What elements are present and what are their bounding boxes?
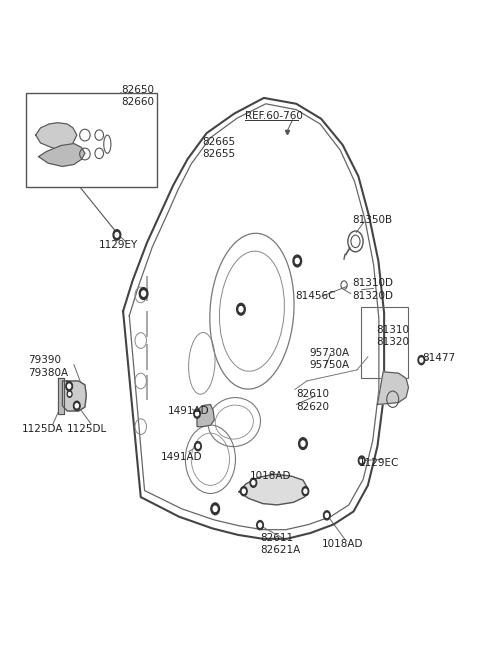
Circle shape [304, 489, 307, 493]
Circle shape [113, 230, 120, 240]
Circle shape [66, 382, 72, 391]
Polygon shape [62, 381, 86, 411]
Circle shape [259, 523, 262, 527]
Circle shape [68, 384, 71, 388]
Circle shape [250, 478, 257, 487]
Circle shape [324, 511, 330, 520]
Polygon shape [239, 474, 308, 505]
Text: REF.60-760: REF.60-760 [245, 111, 303, 121]
Circle shape [360, 458, 363, 462]
Text: 82611
82621A: 82611 82621A [260, 533, 300, 555]
Polygon shape [377, 372, 408, 404]
Circle shape [240, 487, 247, 496]
Bar [361, 307, 408, 378]
Text: 81310D
81320D: 81310D 81320D [352, 278, 393, 301]
Text: 82610
82620: 82610 82620 [296, 389, 329, 412]
Circle shape [359, 456, 365, 465]
Text: 95730A
95750A: 95730A 95750A [309, 348, 349, 370]
Text: 1018AD: 1018AD [322, 539, 363, 549]
Text: 81350B: 81350B [352, 215, 392, 225]
Text: 1491AD: 1491AD [161, 452, 203, 462]
Circle shape [69, 392, 71, 396]
Circle shape [67, 391, 72, 398]
Text: 81456C: 81456C [295, 291, 336, 301]
Circle shape [293, 255, 301, 267]
Circle shape [418, 356, 425, 365]
Polygon shape [197, 404, 214, 426]
Text: 82665
82655: 82665 82655 [202, 137, 235, 159]
Circle shape [299, 438, 307, 449]
Circle shape [196, 444, 200, 448]
Circle shape [73, 402, 80, 410]
Circle shape [195, 441, 201, 451]
Text: 1125DA: 1125DA [22, 424, 63, 434]
Circle shape [325, 514, 328, 517]
Text: 1129EC: 1129EC [359, 458, 399, 468]
Circle shape [237, 303, 245, 315]
Circle shape [195, 411, 199, 416]
Circle shape [295, 258, 299, 263]
Circle shape [194, 409, 200, 418]
Polygon shape [38, 143, 85, 166]
Text: 82650
82660: 82650 82660 [121, 84, 154, 107]
Circle shape [115, 233, 119, 237]
Text: 1491AD: 1491AD [168, 406, 209, 416]
Circle shape [242, 489, 245, 493]
Text: 79390
79380A: 79390 79380A [28, 356, 68, 378]
Circle shape [302, 487, 309, 496]
Circle shape [75, 403, 78, 408]
Circle shape [420, 358, 423, 362]
Circle shape [142, 291, 145, 296]
Polygon shape [58, 379, 64, 413]
Circle shape [213, 506, 217, 512]
Circle shape [252, 481, 255, 485]
Text: 1129EY: 1129EY [99, 240, 138, 250]
Text: 81477: 81477 [422, 353, 456, 363]
Circle shape [301, 441, 305, 446]
Bar [26, 93, 157, 187]
Text: 1125DL: 1125DL [67, 424, 108, 434]
Circle shape [139, 288, 148, 299]
Text: 81310
81320: 81310 81320 [376, 325, 409, 347]
Circle shape [257, 521, 264, 530]
Circle shape [211, 503, 219, 515]
Text: 1018AD: 1018AD [250, 471, 291, 481]
Circle shape [239, 307, 243, 312]
Polygon shape [36, 122, 77, 149]
